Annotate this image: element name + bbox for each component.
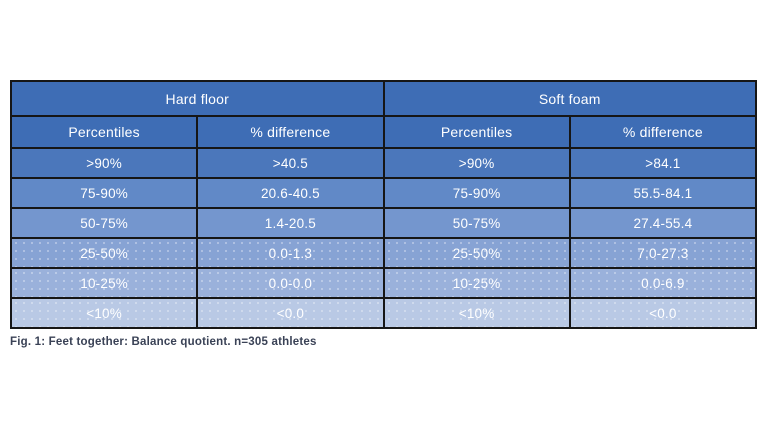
table-cell: 0.0-0.0	[198, 269, 383, 297]
column-header-softfoam-difference: % difference	[570, 117, 755, 147]
section-header-hard-floor: Hard floor	[12, 82, 383, 115]
table-cell: 25-50%	[12, 239, 197, 267]
table-cell: <10%	[384, 299, 569, 327]
table-cell: >40.5	[198, 149, 383, 177]
table-cell: 7.0-27.3	[570, 239, 755, 267]
column-header-softfoam-percentiles: Percentiles	[384, 117, 569, 147]
table-cell: >84.1	[570, 149, 755, 177]
percentile-table: Hard floor Soft foam Percentiles % diffe…	[10, 80, 757, 329]
table-cell: >90%	[384, 149, 569, 177]
table-cell: <0.0	[198, 299, 383, 327]
column-header-hardfloor-percentiles: Percentiles	[12, 117, 197, 147]
table-cell: 55.5-84.1	[570, 179, 755, 207]
table-cell: 0.0-6.9	[570, 269, 755, 297]
table-cell: 10-25%	[384, 269, 569, 297]
table-cell: 20.6-40.5	[198, 179, 383, 207]
table-cell: 25-50%	[384, 239, 569, 267]
table-cell: 75-90%	[12, 179, 197, 207]
table-cell: 1.4-20.5	[198, 209, 383, 237]
section-header-soft-foam: Soft foam	[384, 82, 755, 115]
table-cell: <0.0	[570, 299, 755, 327]
table-cell: 75-90%	[384, 179, 569, 207]
table-cell: <10%	[12, 299, 197, 327]
figure-caption: Fig. 1: Feet together: Balance quotient.…	[10, 336, 317, 348]
column-header-hardfloor-difference: % difference	[198, 117, 383, 147]
table-cell: >90%	[12, 149, 197, 177]
table-cell: 50-75%	[384, 209, 569, 237]
table-cell: 27.4-55.4	[570, 209, 755, 237]
table-cell: 10-25%	[12, 269, 197, 297]
table-cell: 50-75%	[12, 209, 197, 237]
table-cell: 0.0-1.3	[198, 239, 383, 267]
